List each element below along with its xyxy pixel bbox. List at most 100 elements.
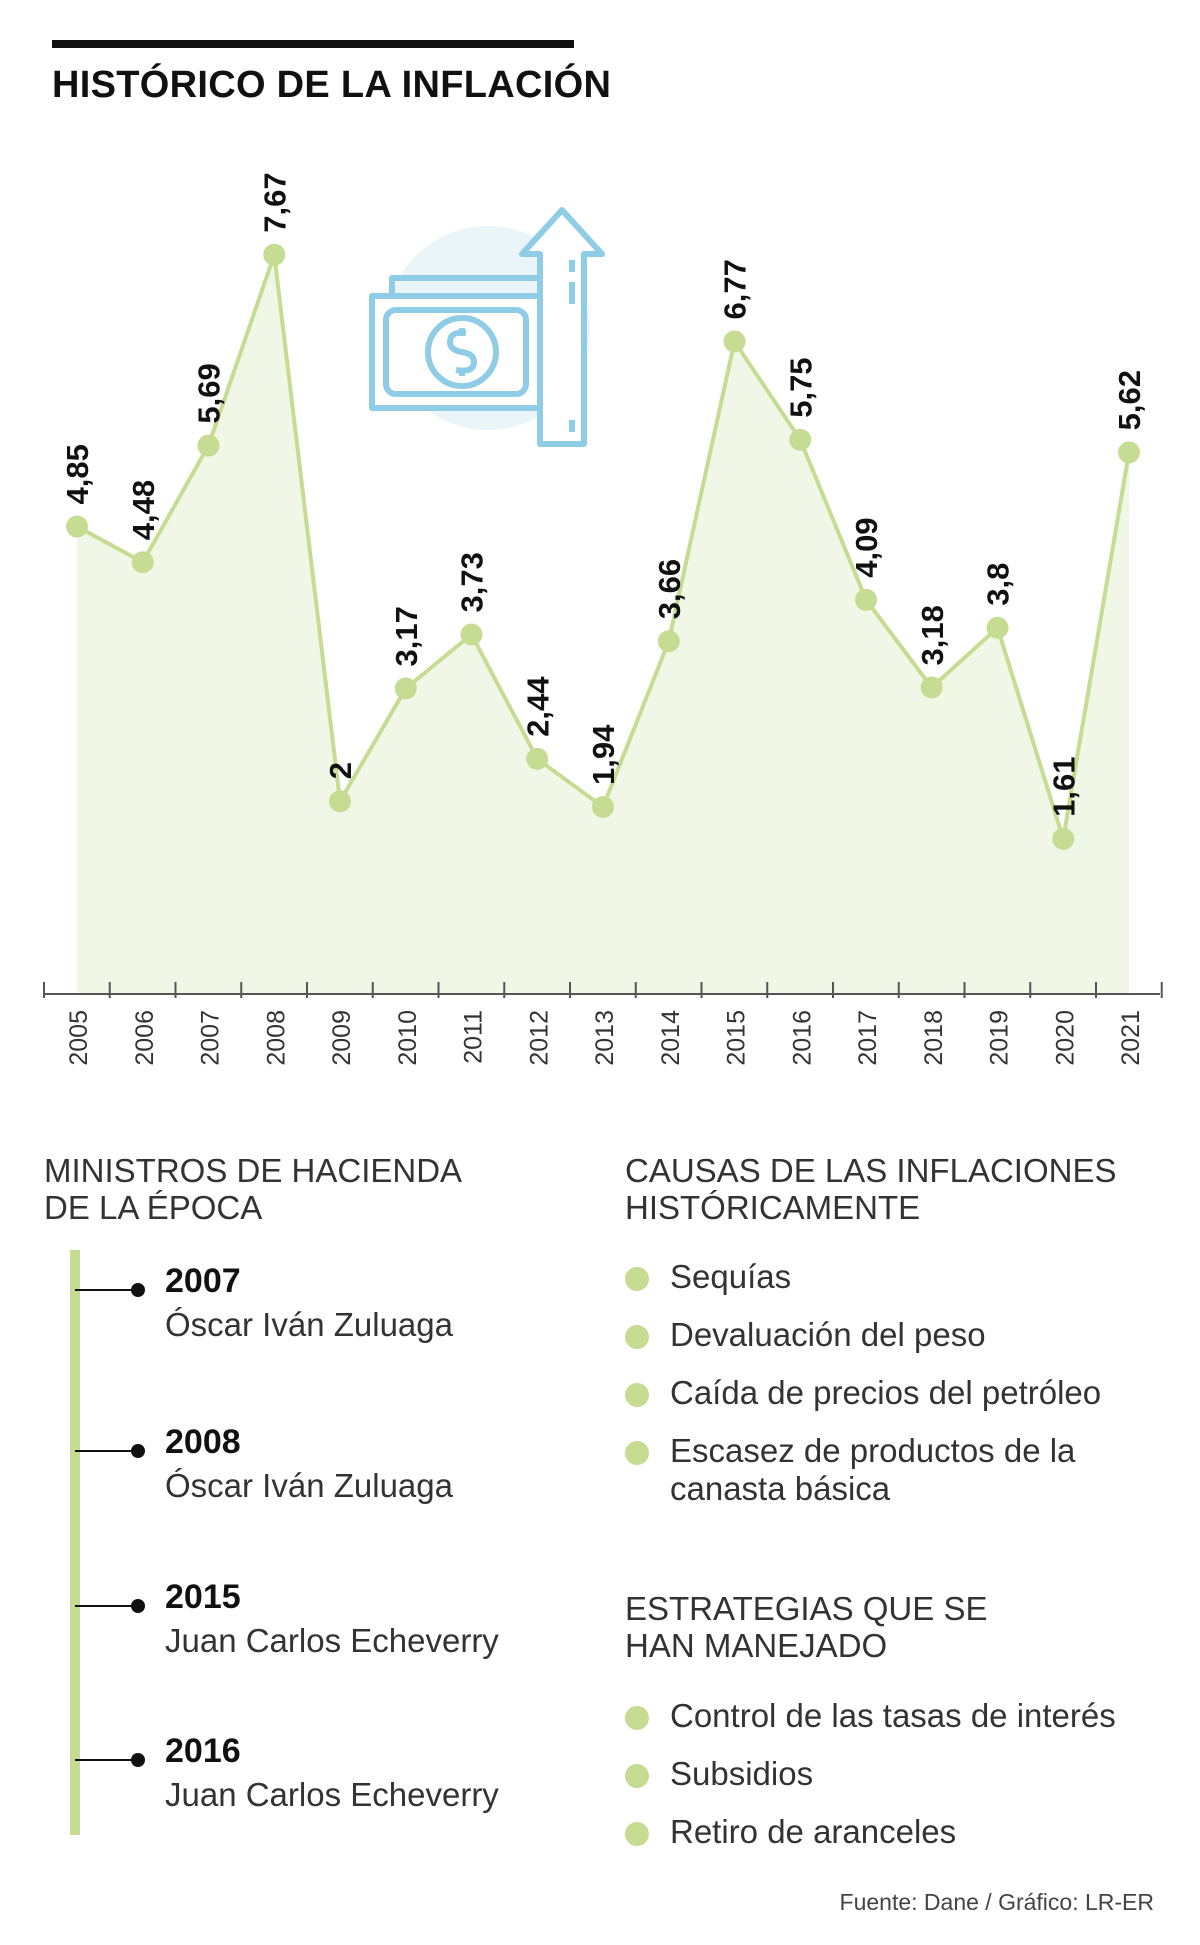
minister-name: Óscar Iván Zuluaga [165, 1306, 453, 1343]
money-arrow-up-icon [369, 207, 605, 447]
strategy-text: Subsidios [670, 1755, 814, 1792]
bullet-dot [625, 1267, 649, 1291]
minister-connector [75, 1450, 135, 1452]
year-label-2006: 2006 [131, 1010, 159, 1066]
value-label-2019: 3,8 [981, 563, 1016, 606]
year-label-2017: 2017 [854, 1010, 882, 1066]
cause-text: Sequías [670, 1258, 792, 1295]
bullet-dot [625, 1822, 649, 1846]
data-point-2010 [394, 677, 417, 700]
data-point-2007 [197, 434, 220, 457]
minister-year: 2007 [165, 1262, 241, 1300]
value-label-2006: 4,48 [126, 480, 161, 540]
strategies-heading: ESTRATEGIAS QUE SE HAN MANEJADO [625, 1590, 987, 1664]
minister-year: 2008 [165, 1423, 241, 1461]
data-point-2013 [592, 796, 614, 819]
minister-name: Óscar Iván Zuluaga [165, 1467, 453, 1504]
causes-heading-line1: CAUSAS DE LAS INFLACIONES [625, 1152, 1117, 1189]
causes-list: Sequías Devaluación del peso Caída de prec… [625, 1258, 1101, 1528]
strategy-text: Retiro de aranceles [670, 1813, 957, 1850]
ministers-heading-line1: MINISTROS DE HACIENDA [44, 1152, 463, 1189]
year-label-2014: 2014 [657, 1010, 685, 1066]
strategy-item: Subsidios [625, 1755, 1116, 1793]
bullet-dot [625, 1441, 649, 1465]
bullet-dot [625, 1764, 649, 1788]
year-label-2008: 2008 [262, 1010, 290, 1066]
minister-dot [131, 1599, 145, 1613]
value-label-2011: 3,73 [455, 552, 490, 612]
strategy-item: Control de las tasas de interés [625, 1697, 1116, 1735]
strategies-heading-line1: ESTRATEGIAS QUE SE [625, 1590, 988, 1627]
value-label-2009: 2 [323, 762, 358, 779]
cause-text: Devaluación del peso [670, 1316, 986, 1353]
minister-connector [75, 1759, 135, 1761]
year-label-2007: 2007 [197, 1010, 225, 1066]
value-label-2021: 5,62 [1112, 370, 1147, 430]
data-point-2017 [855, 588, 877, 611]
bullet-dot [625, 1706, 649, 1730]
year-label-2016: 2016 [788, 1010, 816, 1066]
value-label-2018: 3,18 [915, 605, 950, 665]
strategies-list: Control de las tasas de interés Subsidios… [625, 1697, 1116, 1871]
chart-title: HISTÓRICO DE LA INFLACIÓN [52, 64, 612, 106]
minister-name: Juan Carlos Echeverry [165, 1776, 499, 1813]
cause-item: Sequías [625, 1258, 1101, 1296]
year-label-2009: 2009 [328, 1010, 356, 1066]
strategies-heading-line2: HAN MANEJADO [625, 1627, 888, 1664]
year-label-2012: 2012 [525, 1010, 553, 1066]
cause-text: Escasez de productos de la canasta básic… [670, 1432, 1076, 1507]
data-point-2014 [657, 630, 680, 653]
value-label-2016: 5,75 [783, 357, 818, 417]
value-label-2007: 5,69 [192, 363, 227, 423]
value-label-2005: 4,85 [60, 444, 95, 504]
year-label-2005: 2005 [65, 1010, 93, 1066]
data-point-2021 [1118, 441, 1140, 464]
minister-connector [75, 1605, 135, 1607]
value-label-2010: 3,17 [389, 606, 424, 666]
value-label-2020: 1,61 [1046, 756, 1081, 816]
year-label-2021: 2021 [1117, 1010, 1145, 1066]
data-point-2012 [526, 747, 549, 770]
data-point-2019 [986, 616, 1009, 639]
source-credit: Fuente: Dane / Gráfico: LR-ER [839, 1889, 1154, 1915]
value-label-2017: 4,09 [849, 517, 884, 577]
cause-item: Escasez de productos de la canasta básic… [625, 1432, 1090, 1508]
minister-dot [131, 1283, 145, 1297]
cause-item: Devaluación del peso [625, 1316, 1101, 1354]
value-label-2013: 1,94 [586, 724, 621, 785]
value-label-2014: 3,66 [652, 559, 687, 619]
year-label-2019: 2019 [986, 1010, 1014, 1066]
value-label-2015: 6,77 [718, 259, 753, 319]
data-point-2005 [66, 515, 88, 538]
data-point-2008 [263, 243, 286, 266]
ministers-heading: MINISTROS DE HACIENDA DE LA ÉPOCA [44, 1152, 462, 1226]
year-label-2018: 2018 [920, 1010, 948, 1066]
data-point-2018 [920, 676, 943, 699]
year-label-2013: 2013 [591, 1010, 619, 1066]
bullet-dot [625, 1383, 649, 1407]
data-point-2015 [723, 330, 746, 353]
bullet-dot [625, 1325, 649, 1349]
cause-text: Caída de precios del petróleo [670, 1374, 1102, 1411]
title-bar [52, 40, 574, 48]
data-point-2016 [789, 428, 812, 451]
data-point-2011 [460, 623, 483, 646]
year-label-2011: 2011 [460, 1010, 488, 1064]
strategy-text: Control de las tasas de interés [670, 1697, 1116, 1734]
minister-connector [75, 1289, 135, 1291]
value-label-2008: 7,67 [257, 172, 292, 232]
data-point-2006 [131, 551, 154, 574]
minister-year: 2015 [165, 1578, 241, 1616]
value-label-2012: 2,44 [520, 676, 555, 737]
causes-heading-line2: HISTÓRICAMENTE [625, 1189, 921, 1226]
causes-heading: CAUSAS DE LAS INFLACIONES HISTÓRICAMENTE [625, 1152, 1116, 1226]
year-label-2015: 2015 [723, 1010, 751, 1066]
data-point-2009 [329, 790, 351, 813]
ministers-timeline [70, 1250, 80, 1835]
minister-dot [131, 1444, 145, 1458]
year-label-2010: 2010 [394, 1010, 422, 1066]
strategy-item: Retiro de aranceles [625, 1813, 1116, 1851]
minister-name: Juan Carlos Echeverry [165, 1622, 499, 1659]
minister-dot [131, 1753, 145, 1767]
ministers-heading-line2: DE LA ÉPOCA [44, 1189, 263, 1226]
